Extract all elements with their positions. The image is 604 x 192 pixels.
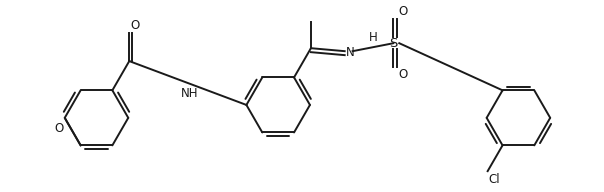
Text: O: O [398, 68, 408, 81]
Text: O: O [398, 5, 408, 18]
Text: N: N [345, 46, 355, 59]
Text: O: O [54, 122, 64, 135]
Text: NH: NH [181, 87, 199, 100]
Text: S: S [389, 37, 397, 50]
Text: Cl: Cl [489, 173, 500, 186]
Text: H: H [368, 31, 378, 44]
Text: O: O [130, 19, 140, 32]
